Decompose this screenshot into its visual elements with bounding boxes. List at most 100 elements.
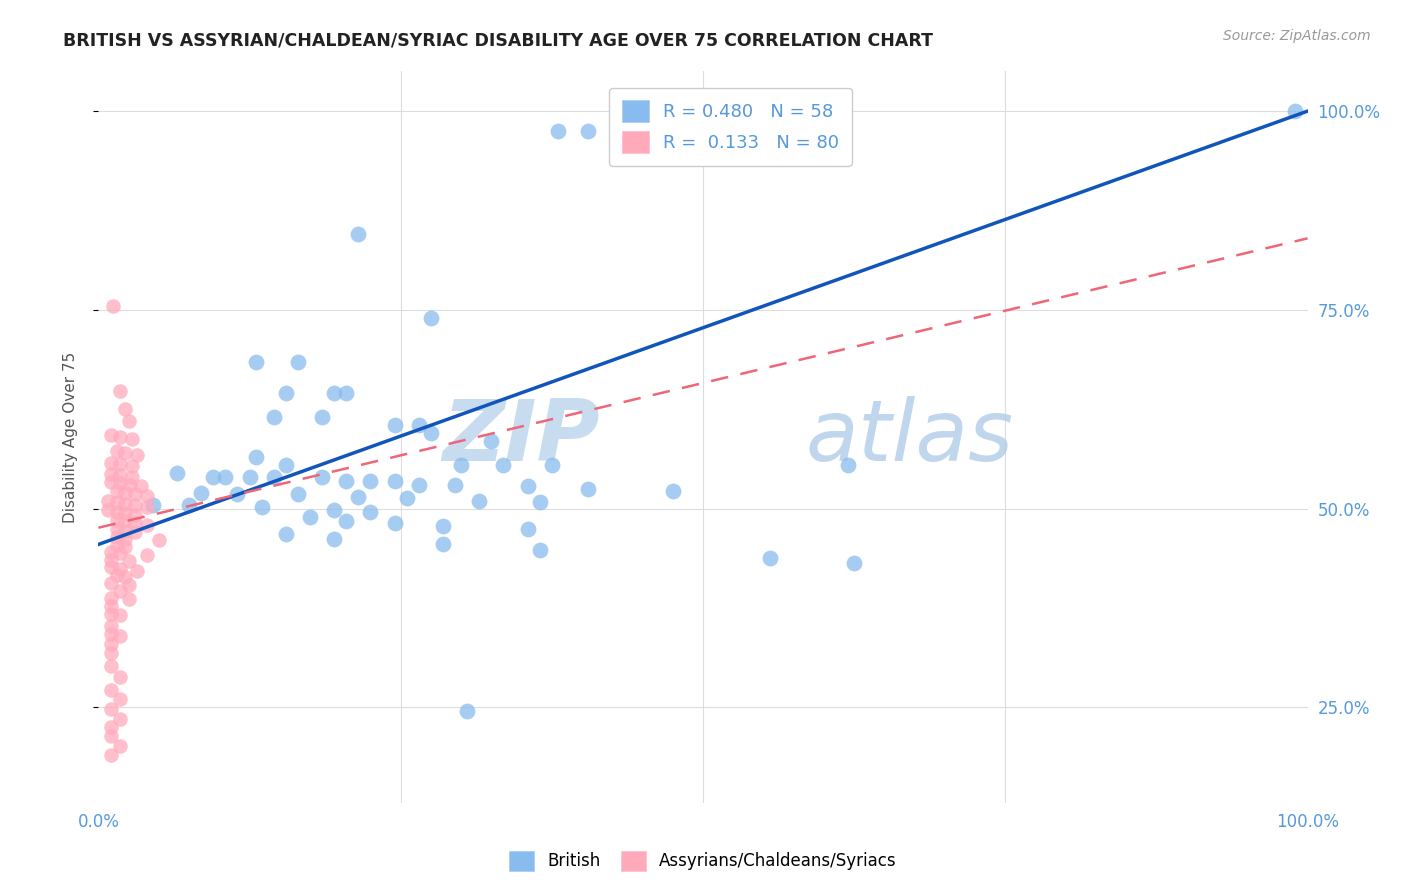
Point: [226, 487, 249, 501]
Point: [179, 498, 201, 512]
Point: [529, 495, 551, 509]
Point: [114, 532, 136, 546]
Point: [576, 124, 599, 138]
Text: atlas: atlas: [806, 395, 1014, 479]
Point: [100, 720, 122, 734]
Point: [129, 479, 152, 493]
Point: [432, 537, 454, 551]
Point: [114, 446, 136, 460]
Point: [108, 584, 131, 599]
Point: [576, 482, 599, 496]
Point: [274, 458, 297, 472]
Point: [135, 517, 157, 532]
Point: [245, 354, 267, 368]
Point: [118, 477, 141, 491]
Text: Source: ZipAtlas.com: Source: ZipAtlas.com: [1223, 29, 1371, 43]
Point: [108, 468, 131, 483]
Point: [432, 519, 454, 533]
Point: [105, 522, 128, 536]
Point: [323, 503, 346, 517]
Point: [124, 499, 146, 513]
Point: [108, 739, 131, 753]
Point: [335, 514, 357, 528]
Point: [100, 552, 122, 566]
Point: [335, 386, 357, 401]
Point: [100, 729, 122, 743]
Point: [108, 670, 131, 684]
Point: [100, 702, 122, 716]
Point: [450, 458, 472, 472]
Point: [299, 509, 322, 524]
Point: [114, 485, 136, 500]
Point: [323, 386, 346, 401]
Point: [239, 470, 262, 484]
Point: [114, 514, 136, 528]
Point: [114, 507, 136, 521]
Point: [395, 491, 418, 506]
Point: [108, 629, 131, 643]
Point: [1284, 104, 1306, 119]
Point: [250, 500, 273, 514]
Point: [408, 477, 430, 491]
Point: [100, 646, 122, 660]
Point: [108, 430, 131, 444]
Point: [142, 498, 165, 512]
Point: [661, 484, 683, 499]
Point: [100, 456, 122, 470]
Point: [529, 543, 551, 558]
Point: [408, 418, 430, 433]
Point: [114, 570, 136, 584]
Point: [118, 414, 141, 428]
Point: [101, 299, 124, 313]
Point: [97, 493, 120, 508]
Point: [481, 434, 503, 448]
Point: [118, 578, 141, 592]
Point: [100, 637, 122, 651]
Point: [100, 467, 122, 481]
Point: [287, 487, 309, 501]
Point: [540, 458, 562, 472]
Point: [114, 497, 136, 511]
Point: [335, 474, 357, 488]
Point: [124, 487, 146, 501]
Point: [108, 476, 131, 491]
Point: [100, 591, 122, 605]
Point: [492, 458, 515, 472]
Point: [121, 432, 143, 446]
Point: [100, 599, 122, 613]
Point: [108, 608, 131, 623]
Point: [108, 692, 131, 706]
Point: [105, 495, 128, 509]
Point: [100, 475, 122, 489]
Point: [311, 470, 333, 484]
Point: [100, 428, 122, 442]
Point: [121, 470, 143, 484]
Point: [108, 546, 131, 560]
Point: [274, 386, 297, 401]
Point: [100, 607, 122, 621]
Point: [214, 470, 236, 484]
Point: [100, 659, 122, 673]
Point: [323, 532, 346, 546]
Point: [100, 627, 122, 641]
Point: [844, 556, 866, 570]
Point: [360, 505, 382, 519]
Point: [444, 477, 467, 491]
Point: [311, 410, 333, 425]
Point: [245, 450, 267, 464]
Legend: R = 0.480   N = 58, R =  0.133   N = 80: R = 0.480 N = 58, R = 0.133 N = 80: [609, 87, 852, 166]
Text: BRITISH VS ASSYRIAN/CHALDEAN/SYRIAC DISABILITY AGE OVER 75 CORRELATION CHART: BRITISH VS ASSYRIAN/CHALDEAN/SYRIAC DISA…: [63, 31, 934, 49]
Point: [468, 493, 491, 508]
Point: [97, 503, 120, 517]
Point: [108, 712, 131, 726]
Point: [114, 540, 136, 554]
Point: [105, 484, 128, 499]
Point: [118, 554, 141, 568]
Text: ZIP: ZIP: [443, 395, 600, 479]
Point: [100, 748, 122, 763]
Point: [108, 562, 131, 576]
Point: [121, 458, 143, 473]
Point: [135, 548, 157, 562]
Point: [105, 513, 128, 527]
Point: [420, 310, 443, 325]
